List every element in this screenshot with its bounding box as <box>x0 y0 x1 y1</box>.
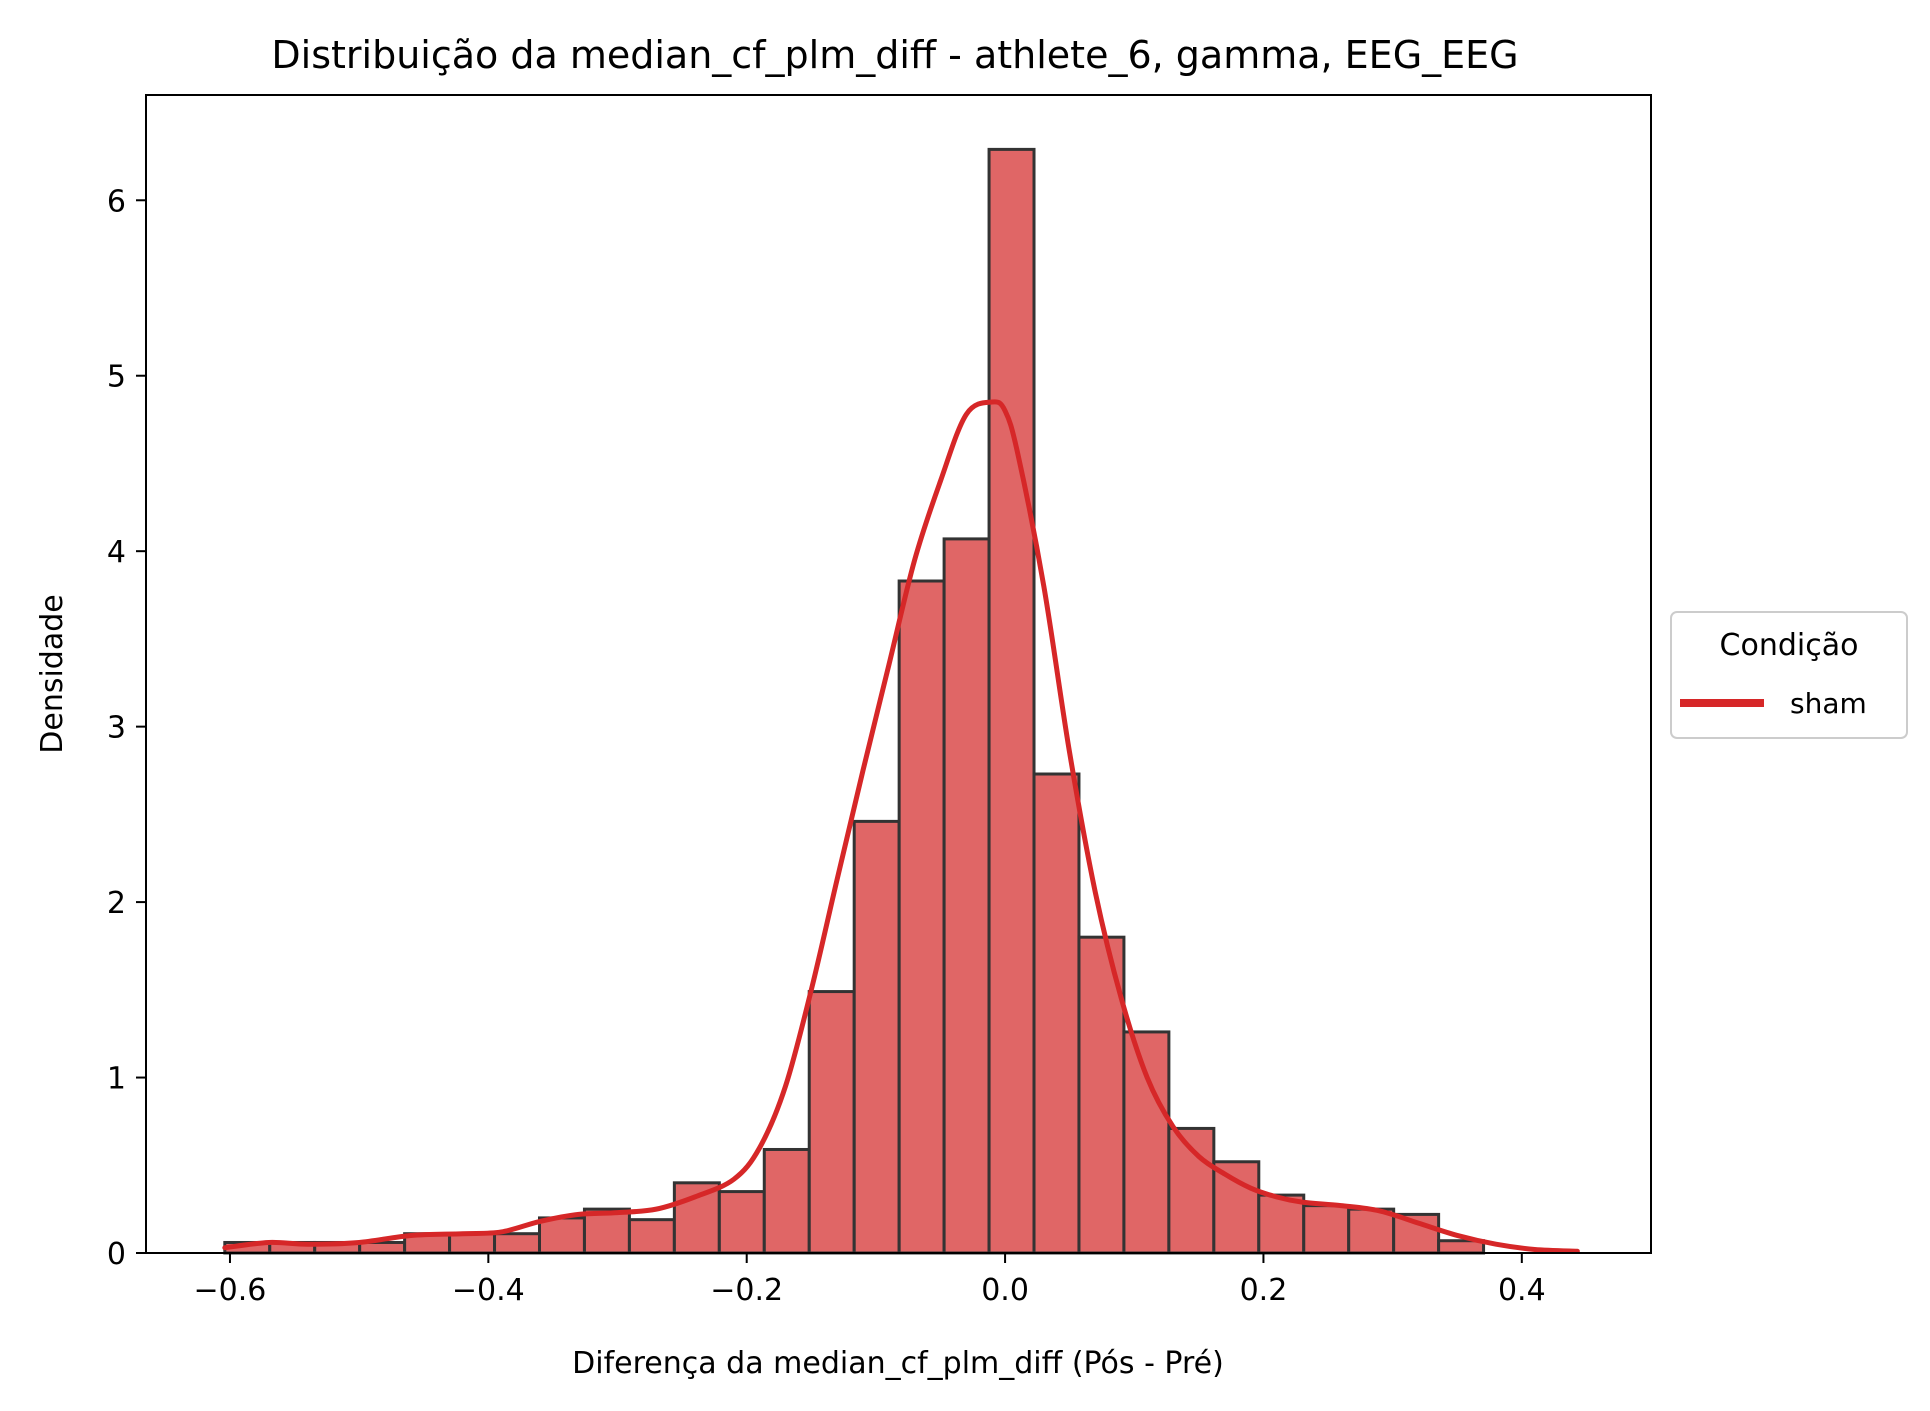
histogram-bar <box>717 1190 766 1255</box>
x-axis-label: Diferença da median_cf_plm_diff (Pós - P… <box>572 1346 1224 1381</box>
y-tick-label: 6 <box>107 184 126 219</box>
y-tick-label: 0 <box>107 1237 126 1272</box>
y-tick-label: 2 <box>107 886 126 921</box>
y-axis-label: Densidade <box>35 594 70 753</box>
histogram-bar <box>852 819 901 1255</box>
histogram-bar <box>672 1181 721 1255</box>
histogram-bar <box>1212 1160 1261 1255</box>
y-tick-label: 5 <box>107 360 126 395</box>
y-axis-ticks: 0 1 2 3 4 5 6 <box>107 184 146 1272</box>
x-tick-label: 0.0 <box>981 1273 1029 1308</box>
y-tick-label: 3 <box>107 711 126 746</box>
kde-line <box>222 399 1580 1254</box>
histogram-bar <box>1347 1207 1396 1255</box>
legend: Condição sham <box>1670 611 1908 739</box>
y-tick-label: 1 <box>107 1062 126 1097</box>
x-tick-label: 0.2 <box>1240 1273 1288 1308</box>
x-tick-label: −0.2 <box>710 1273 783 1308</box>
histogram-bar <box>493 1232 541 1255</box>
legend-title: Condição <box>1720 628 1859 663</box>
x-axis-ticks: −0.6 −0.4 −0.2 0.0 0.2 0.4 <box>194 1253 1546 1308</box>
histogram-bar <box>1032 772 1081 1255</box>
histogram-bar <box>1302 1204 1351 1255</box>
plot-frame <box>145 94 1652 1254</box>
histogram-bar <box>942 537 991 1255</box>
histogram-bar <box>987 147 1036 1255</box>
y-tick-label: 4 <box>107 535 126 570</box>
histogram-bar <box>627 1218 676 1255</box>
legend-entry-sham: sham <box>1790 687 1867 720</box>
x-tick-label: −0.6 <box>194 1273 267 1308</box>
histogram-bar <box>448 1232 497 1255</box>
x-tick-label: −0.4 <box>452 1273 525 1308</box>
histogram-bar <box>897 579 946 1255</box>
histogram-bar <box>1122 1030 1171 1255</box>
histogram-bar <box>807 990 856 1255</box>
x-tick-label: 0.4 <box>1498 1273 1546 1308</box>
chart-title: Distribuição da median_cf_plm_diff - ath… <box>271 33 1518 77</box>
histogram-bar <box>762 1147 811 1255</box>
histogram-bar <box>537 1216 586 1255</box>
